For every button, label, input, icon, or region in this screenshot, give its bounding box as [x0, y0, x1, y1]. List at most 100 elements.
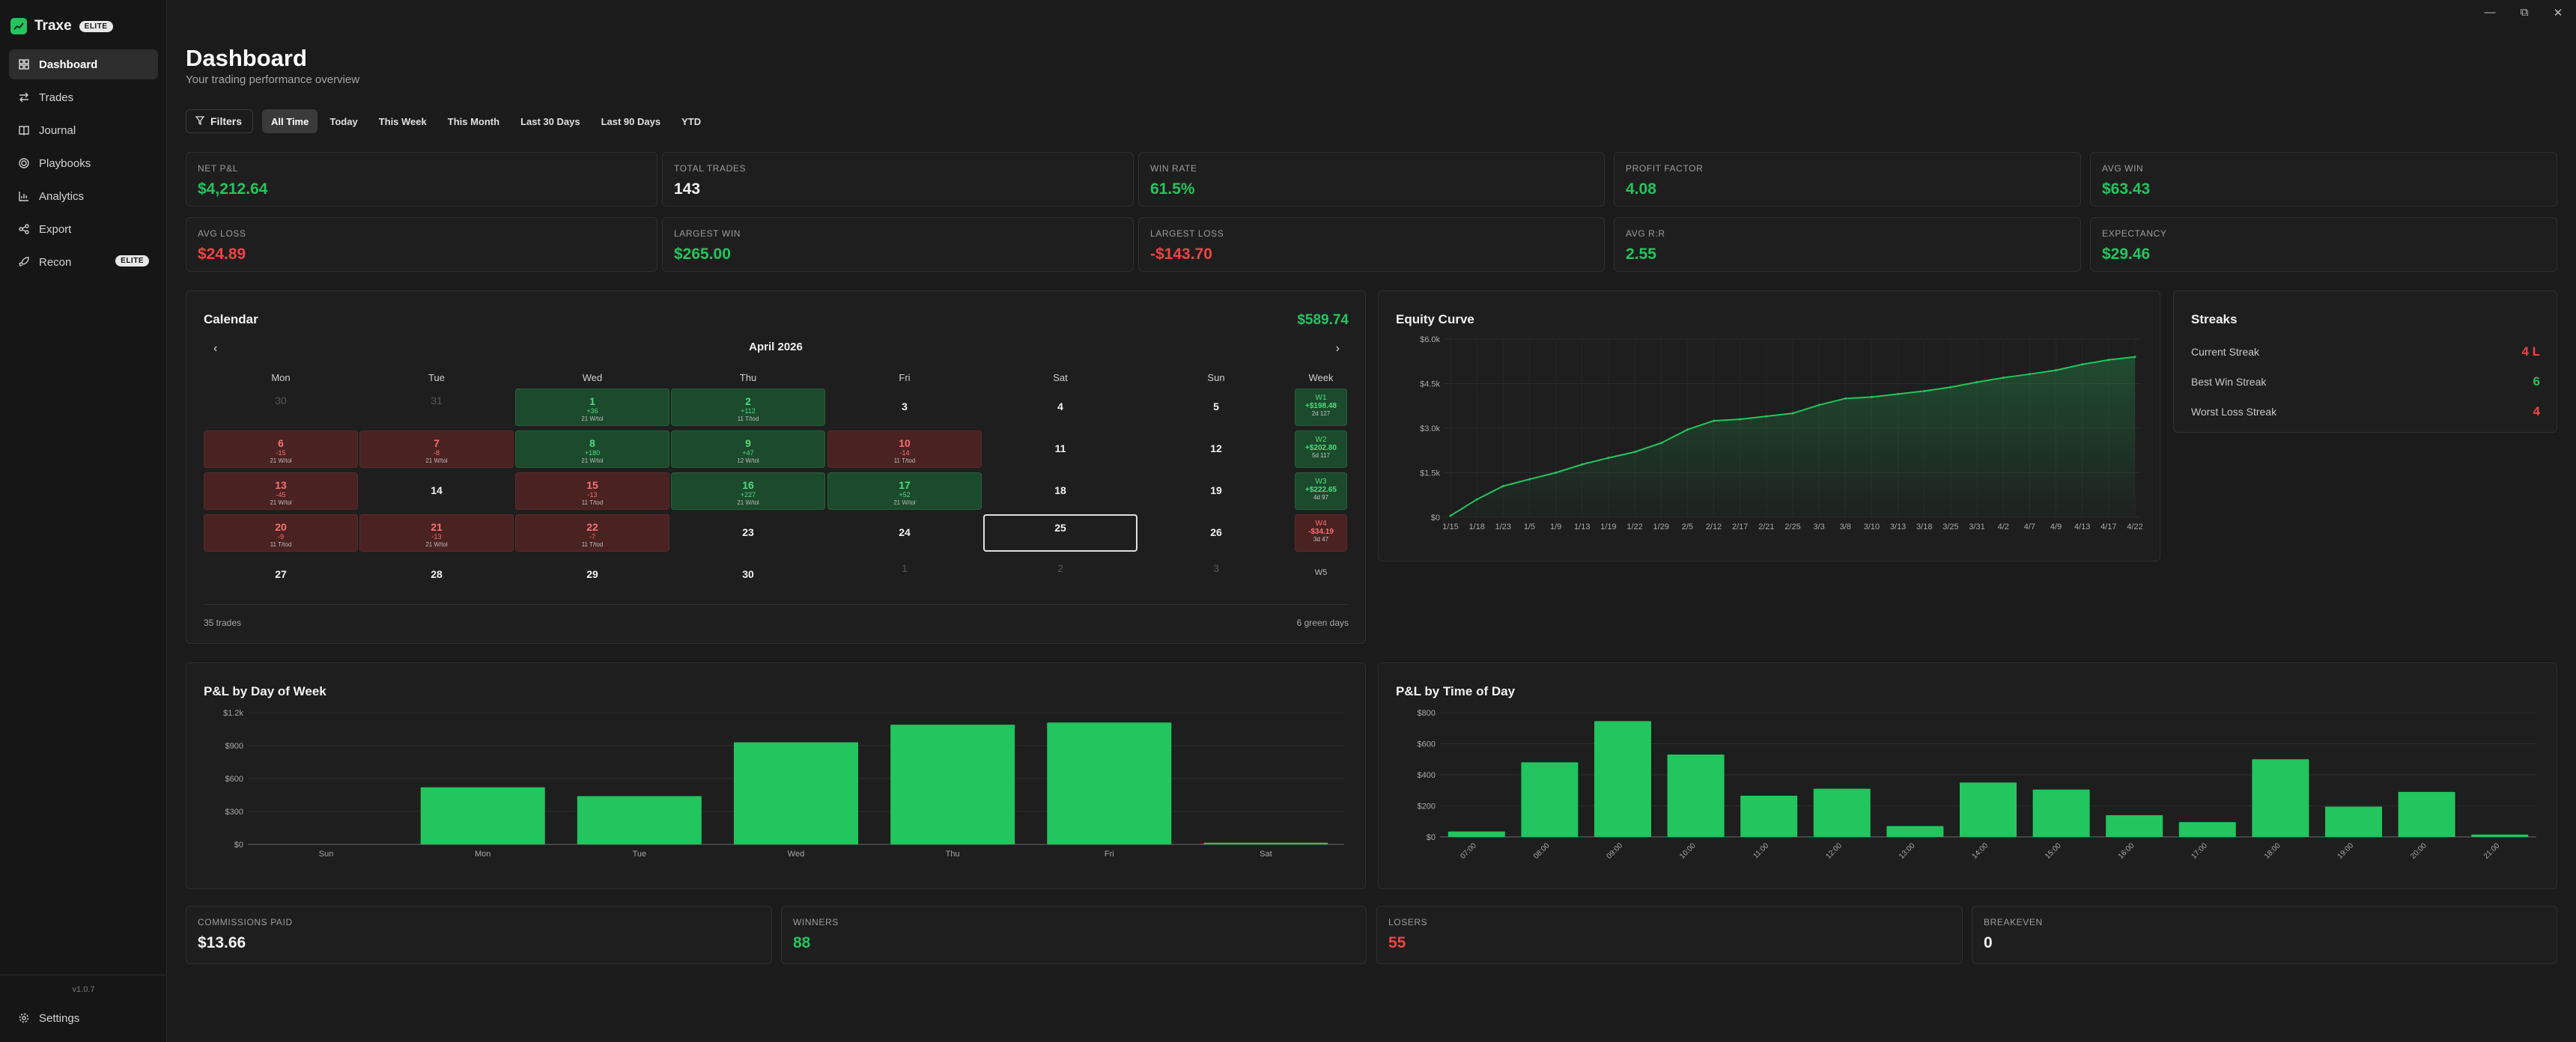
day-trades: 11 T/tod — [581, 541, 604, 548]
range-last-30-days[interactable]: Last 30 Days — [520, 115, 580, 127]
week-number: W2 — [1315, 436, 1327, 444]
x-tick-label: 1/22 — [1626, 522, 1642, 531]
calendar-day[interactable]: 26 — [1139, 514, 1293, 552]
day-number: 5 — [1213, 400, 1219, 412]
page-title: Dashboard — [186, 45, 307, 71]
sidebar-item-export[interactable]: Export — [9, 214, 158, 244]
minimize-button[interactable]: — — [2484, 6, 2496, 19]
brand[interactable]: Traxe ELITE — [10, 15, 113, 37]
calendar-day[interactable]: 23 — [671, 514, 825, 552]
streaks-card: Streaks Current Streak 4 L Best Win Stre… — [2173, 290, 2557, 433]
calendar-day[interactable]: 27 — [204, 556, 358, 594]
calendar-day[interactable]: 5 — [1139, 389, 1293, 426]
calendar-day[interactable]: 3 — [1139, 556, 1293, 594]
calendar-day[interactable]: 8 +180 21 W/tol — [515, 430, 669, 468]
calendar-day[interactable]: 3 — [827, 389, 982, 426]
week-summary[interactable]: W1 +$198.48 2d 127 — [1295, 389, 1347, 426]
range-today[interactable]: Today — [329, 115, 358, 127]
day-number: 14 — [431, 484, 443, 496]
day-number: 17 — [899, 479, 911, 491]
calendar-day[interactable]: 11 — [983, 430, 1137, 468]
calendar-day[interactable]: 13 -45 21 W/tol — [204, 472, 358, 510]
sidebar-item-label: Export — [39, 222, 72, 236]
equity-point — [2002, 377, 2005, 380]
calendar-day[interactable]: 14 — [359, 472, 514, 510]
y-tick-label: $200 — [1418, 802, 1436, 811]
calendar-day[interactable]: 28 — [359, 556, 514, 594]
day-number: 23 — [742, 526, 754, 538]
filters-button[interactable]: Filters — [186, 109, 254, 133]
calendar-prev-button[interactable]: ‹ — [213, 342, 218, 355]
range-last-90-days[interactable]: Last 90 Days — [601, 115, 661, 127]
calendar-day[interactable]: 6 -15 21 W/tol — [204, 430, 358, 468]
grid-icon — [18, 58, 30, 70]
day-number: 27 — [275, 568, 287, 580]
x-tick-label: 13:00 — [1898, 841, 1917, 861]
equity-point — [1739, 418, 1742, 421]
sidebar-item-recon[interactable]: Recon ELITE — [9, 247, 158, 277]
day-number: 25 — [1054, 522, 1066, 534]
x-tick-label: 1/19 — [1600, 522, 1616, 531]
calendar-day[interactable]: 29 — [515, 556, 669, 594]
sidebar-item-playbooks[interactable]: Playbooks — [9, 148, 158, 178]
week-summary[interactable]: W5 — [1295, 556, 1347, 594]
calendar-next-button[interactable]: › — [1335, 342, 1340, 355]
calendar-day[interactable]: 17 +52 21 W/tol — [827, 472, 982, 510]
sidebar-item-label: Dashboard — [39, 58, 98, 71]
calendar-day[interactable]: 10 -14 11 T/tod — [827, 430, 982, 468]
equity-point — [1501, 484, 1504, 487]
calendar-day[interactable]: 15 -13 11 T/tod — [515, 472, 669, 510]
sidebar-item-analytics[interactable]: Analytics — [9, 181, 158, 211]
equity-point — [1607, 457, 1610, 460]
range-this-week[interactable]: This Week — [378, 115, 427, 127]
calendar-day[interactable]: 19 — [1139, 472, 1293, 510]
sidebar-item-journal[interactable]: Journal — [9, 115, 158, 145]
calendar-day[interactable]: 30 — [204, 389, 358, 426]
calendar-day[interactable]: 7 -8 21 W/tol — [359, 430, 514, 468]
day-number: 2 — [745, 395, 751, 407]
calendar-day[interactable]: 9 +47 12 W/tol — [671, 430, 825, 468]
equity-point — [1686, 428, 1689, 431]
range-ytd[interactable]: YTD — [681, 115, 702, 127]
maximize-button[interactable]: ⧉ — [2520, 6, 2529, 19]
sidebar-item-dashboard[interactable]: Dashboard — [9, 49, 158, 79]
trend-icon — [10, 18, 27, 34]
sidebar-item-trades[interactable]: Trades — [9, 82, 158, 112]
calendar-day[interactable]: 16 +227 21 W/tol — [671, 472, 825, 510]
range-all-time[interactable]: All Time — [262, 109, 318, 133]
calendar-day[interactable]: 1 — [827, 556, 982, 594]
streak-value: 4 L — [2521, 344, 2540, 359]
day-number: 10 — [899, 437, 911, 449]
close-button[interactable]: ✕ — [2553, 7, 2563, 19]
calendar-day[interactable]: 12 — [1139, 430, 1293, 468]
sidebar-item-settings[interactable]: Settings — [9, 1003, 158, 1033]
stat-expectancy: EXPECTANCY $29.46 — [2090, 217, 2557, 272]
stat-largest-loss: LARGEST LOSS -$143.70 — [1138, 217, 1605, 272]
calendar-day[interactable]: 18 — [983, 472, 1137, 510]
calendar-day[interactable]: 20 -9 11 T/tod — [204, 514, 358, 552]
day-trades: 11 T/tod — [270, 541, 292, 548]
calendar-day[interactable]: 31 — [359, 389, 514, 426]
calendar-divider — [204, 604, 1349, 605]
calendar-day[interactable]: 30 — [671, 556, 825, 594]
week-summary[interactable]: W3 +$222.65 4d 97 — [1295, 472, 1347, 510]
stat-commissions: COMMISSIONS PAID $13.66 — [186, 906, 772, 964]
range-this-month[interactable]: This Month — [447, 115, 500, 127]
day-number: 22 — [586, 521, 598, 533]
calendar-day[interactable]: 4 — [983, 389, 1137, 426]
calendar-day[interactable]: 24 — [827, 514, 982, 552]
equity-point — [1817, 403, 1820, 406]
week-summary[interactable]: W2 +$202.80 5d 117 — [1295, 430, 1347, 468]
calendar-day[interactable]: 22 -7 11 T/tod — [515, 514, 669, 552]
calendar-day[interactable]: 21 -13 21 W/tol — [359, 514, 514, 552]
x-tick-label: 07:00 — [1459, 841, 1478, 861]
stat-value: $265.00 — [674, 246, 731, 263]
x-tick-label: 4/17 — [2100, 522, 2116, 531]
calendar-day[interactable]: 2 +112 11 T/tod — [671, 389, 825, 426]
week-summary[interactable]: W4 -$34.19 3d 47 — [1295, 514, 1347, 552]
calendar-day[interactable]: 2 — [983, 556, 1137, 594]
calendar-day[interactable]: 1 +36 21 W/tol — [515, 389, 669, 426]
calendar-day[interactable]: 25 — [983, 514, 1137, 552]
x-tick-label: 3/8 — [1840, 522, 1851, 531]
stat-breakeven: BREAKEVEN 0 — [1972, 906, 2557, 964]
